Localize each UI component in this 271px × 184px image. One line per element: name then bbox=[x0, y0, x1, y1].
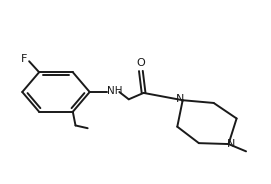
Text: F: F bbox=[21, 54, 27, 64]
Text: N: N bbox=[227, 139, 235, 149]
Text: N: N bbox=[176, 94, 185, 104]
Text: NH: NH bbox=[107, 86, 122, 96]
Text: O: O bbox=[137, 58, 145, 68]
